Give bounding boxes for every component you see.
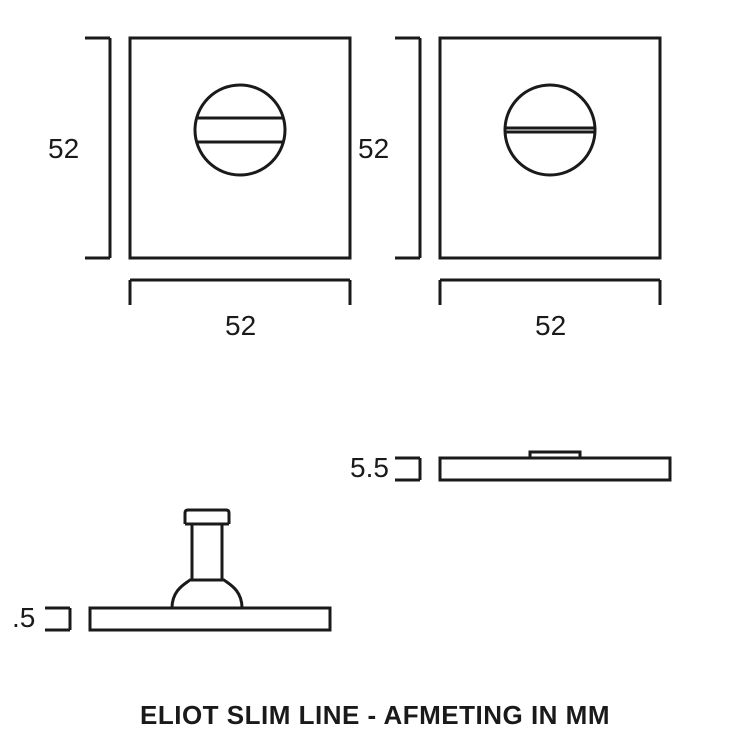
caption-text: ELIOT SLIM LINE - AFMETING IN MM [0,700,750,731]
dim-label-thickness-right: 5.5 [350,452,389,483]
knob-cap [185,510,229,524]
knob-circle-left [195,85,285,175]
front-plate-right [440,38,660,258]
dim-label-width-right: 52 [535,310,566,341]
dim-label-thickness-left: .5 [12,602,35,633]
side-plate-left [90,608,330,630]
side-plate-right [440,458,670,480]
front-plate-left [130,38,350,258]
dim-label-width-left: 52 [225,310,256,341]
dim-label-height-left: 52 [48,133,79,164]
knob-base [172,580,242,608]
coin-slot-circle [505,85,595,175]
dim-label-height-right: 52 [358,133,389,164]
